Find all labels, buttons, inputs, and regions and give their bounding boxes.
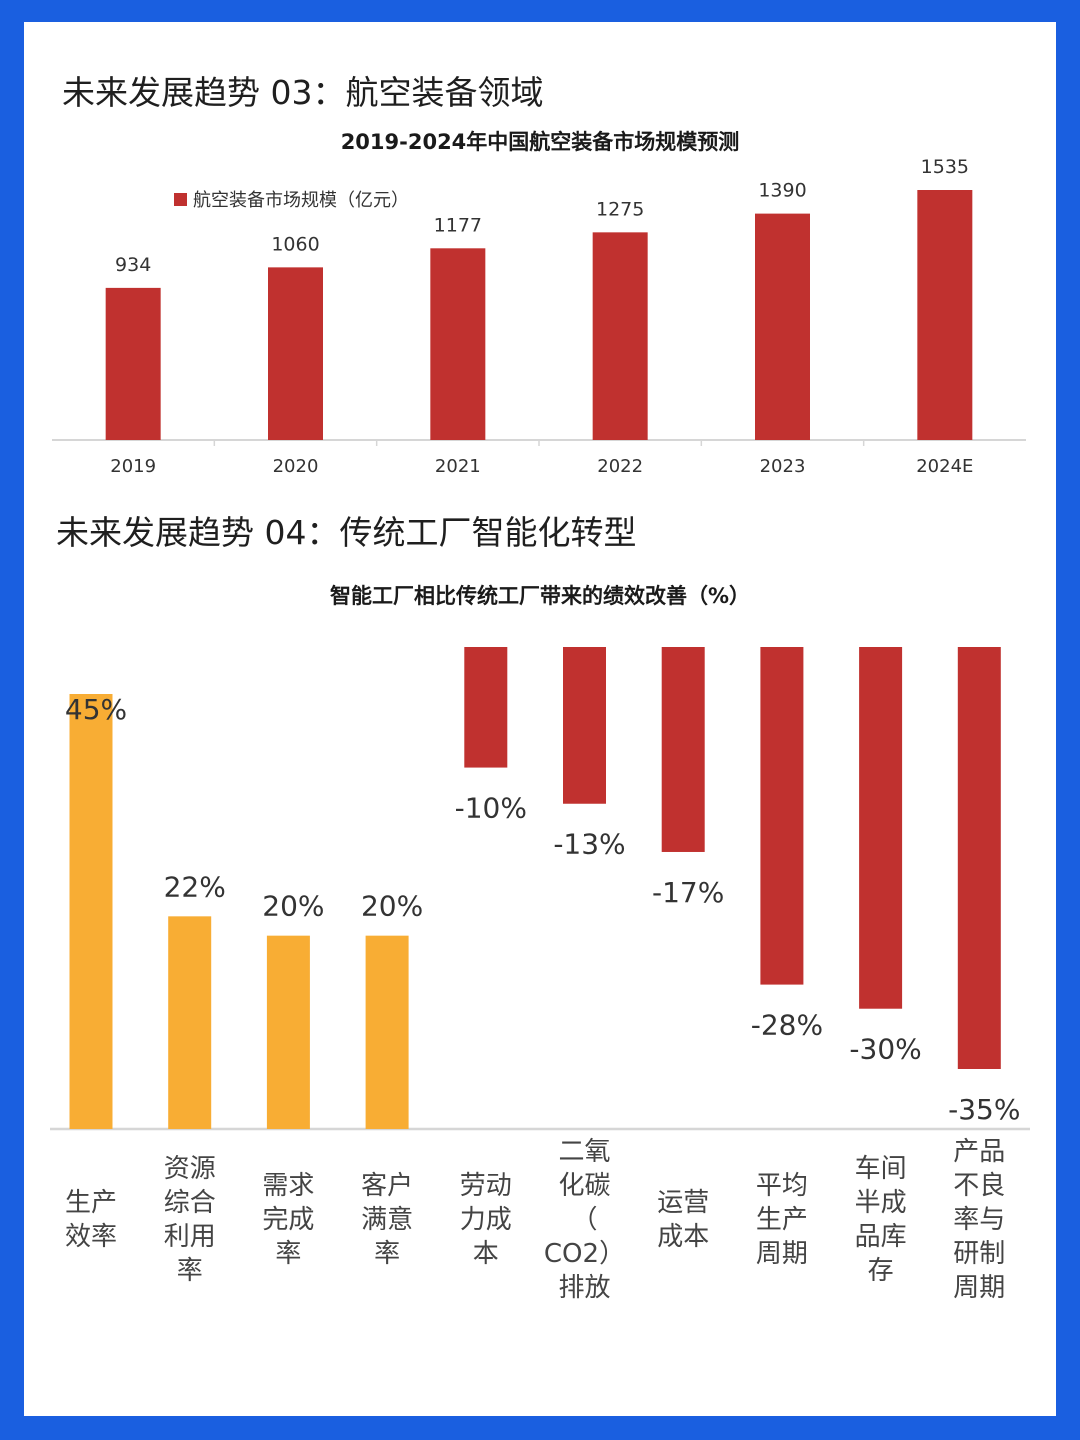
chart2-data-label: -35%: [948, 1093, 1020, 1126]
chart1-bar: [917, 190, 973, 440]
chart2-category-label: 劳动力成本: [460, 1171, 512, 1269]
chart2-data-label: -10%: [455, 792, 527, 825]
chart2-category-label: 运营成本: [657, 1188, 709, 1252]
chart1-tick-label: 2021: [435, 456, 481, 477]
chart2-category-label: 车间半成品库存: [855, 1154, 907, 1286]
chart2-category-label: 平均生产周期: [756, 1171, 808, 1269]
chart1-data-label: 934: [115, 254, 151, 276]
section2-title: 未来发展趋势 04：传统工厂智能化转型: [56, 513, 637, 552]
legend-label: 航空装备市场规模（亿元）: [193, 190, 409, 211]
chart2-data-label: -13%: [553, 828, 625, 861]
chart1-bar: [268, 267, 323, 440]
chart2-bar: [760, 647, 804, 985]
chart1-tick-label: 2022: [597, 456, 643, 477]
chart1-tick-label: 2019: [110, 456, 156, 477]
chart2-data-label: -28%: [751, 1009, 823, 1042]
chart1-tick-label: 2024E: [916, 456, 973, 477]
chart2-category-label: 客户满意率: [361, 1171, 413, 1269]
chart2-category-label: 资源综合利用率: [164, 1154, 216, 1286]
chart1-data-label: 1177: [434, 214, 482, 236]
chart2-bar: [661, 647, 705, 852]
chart1-data-label: 1275: [596, 198, 644, 220]
chart2-bar: [464, 647, 508, 768]
chart2-bar: [859, 647, 903, 1009]
chart2-category-label: 二氧化碳（ CO2）排放: [544, 1137, 625, 1303]
chart2-data-label: -30%: [849, 1033, 921, 1066]
chart2-data-label: 22%: [164, 870, 226, 903]
chart2-title: 智能工厂相比传统工厂带来的绩效改善（%）: [329, 584, 751, 608]
chart1-bar: [755, 213, 810, 440]
chart1-bar: [592, 232, 648, 440]
chart2-data-label: 20%: [262, 890, 324, 923]
chart2-data-label: 45%: [65, 693, 127, 726]
chart1-tick-label: 2023: [760, 456, 806, 477]
section1-title: 未来发展趋势 03：航空装备领域: [62, 73, 544, 112]
chart2-bar: [69, 694, 113, 1129]
chart1-data-label: 1390: [758, 180, 806, 202]
chart2-bar: [563, 647, 606, 804]
chart1-legend: 航空装备市场规模（亿元）: [174, 186, 409, 212]
chart2-category-label: 产品不良率与研制周期: [953, 1137, 1005, 1303]
chart1-data-label: 1535: [921, 156, 969, 178]
chart2-bar: [365, 935, 409, 1129]
chart2-data-label: -17%: [652, 876, 724, 909]
chart1-bar: [105, 287, 161, 440]
chart1-tick-label: 2020: [273, 456, 319, 477]
card: 未来发展趋势 03：航空装备领域 2019-2024年中国航空装备市场规模预测 …: [24, 22, 1056, 1416]
chart1-bar: [430, 248, 486, 440]
chart2-bar: [957, 647, 1001, 1069]
chart2-category-label: 生产效率: [65, 1188, 117, 1252]
chart2-category-label: 需求完成率: [262, 1171, 314, 1269]
chart2-data-label: 20%: [361, 890, 423, 923]
market-size-bar-chart: 934 2019 1060 2020 1177 2021 1275 2022 1390 2023 1…: [52, 156, 1026, 477]
chart2-bar: [266, 935, 310, 1129]
chart1-data-label: 1060: [271, 233, 319, 255]
chart2-bar: [168, 916, 212, 1129]
watermark: [1018, 1398, 1050, 1412]
chart1-title: 2019-2024年中国航空装备市场规模预测: [340, 130, 740, 154]
legend-swatch: [174, 192, 187, 206]
performance-improvement-bar-chart: 45% 生产效率 22% 资源综合利用率 20% 需求完成率 20% 客户满意率 -10% 劳动力…: [50, 647, 1030, 1303]
